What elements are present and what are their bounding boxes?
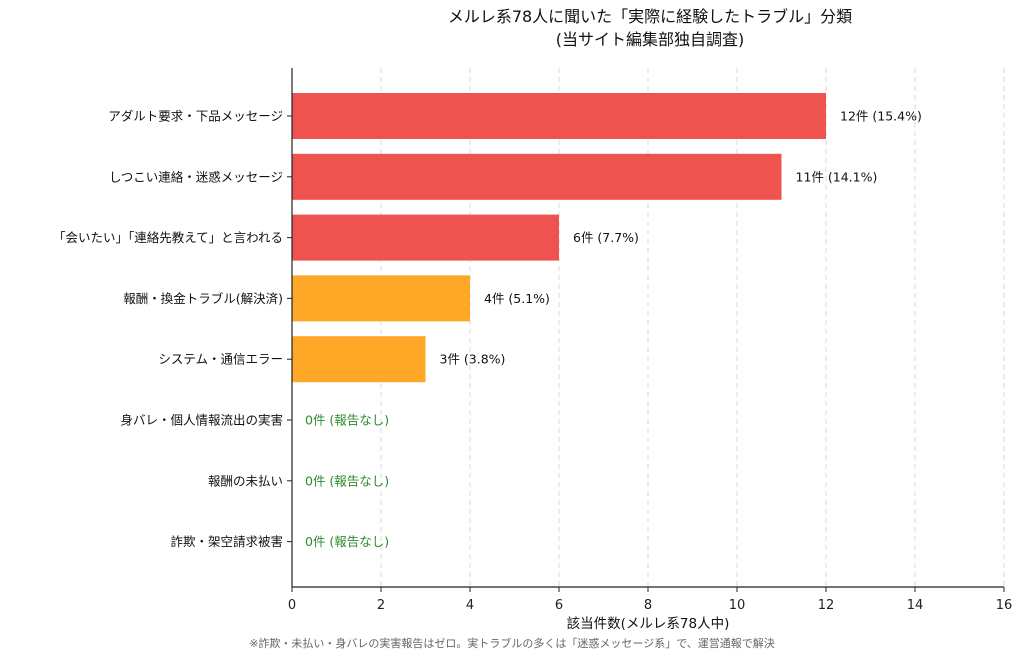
x-tick-label: 10: [729, 598, 746, 613]
x-tick-label: 14: [907, 598, 924, 613]
bar-value-label: 12件 (15.4%): [840, 109, 922, 124]
x-axis-label: 該当件数(メルレ系78人中): [567, 616, 730, 632]
chart-subtitle: (当サイト編集部独自調査): [556, 30, 745, 49]
category-labels: アダルト要求・下品メッセージしつこい連絡・迷惑メッセージ「会いたい」「連絡先教え…: [53, 109, 292, 549]
bar: [292, 153, 782, 200]
bar-value-label: 4件 (5.1%): [484, 291, 550, 306]
bar: [292, 93, 826, 139]
x-ticks: 0 2 4 6 8 10 12 14 16: [288, 587, 1012, 613]
bar-value-label: 6件 (7.7%): [573, 230, 639, 245]
bar-value-label: 0件 (報告なし): [305, 473, 389, 488]
category-label: 身バレ・個人情報流出の実害: [120, 413, 283, 428]
bars: 12件 (15.4%) 11件 (14.1%) 6件 (7.7%) 4件 (5.1%)…: [292, 93, 922, 549]
category-label: 報酬の未払い: [208, 473, 283, 488]
x-tick-label: 8: [644, 598, 652, 613]
bar-value-label: 0件 (報告なし): [305, 534, 389, 549]
x-tick-label: 6: [555, 598, 563, 613]
x-tick-label: 12: [818, 598, 835, 613]
footnote: ※詐欺・未払い・身バレの実害報告はゼロ。実トラブルの多くは「迷惑メッセージ系」で…: [249, 636, 775, 650]
grid-lines: [380, 68, 1005, 587]
category-label: アダルト要求・下品メッセージ: [108, 109, 283, 124]
category-label: 詐欺・架空請求被害: [170, 534, 283, 549]
category-label: 報酬・換金トラブル(解決済): [123, 291, 283, 306]
bar-value-label: 0件 (報告なし): [305, 413, 389, 428]
category-label: しつこい連絡・迷惑メッセージ: [109, 169, 283, 184]
category-label: システム・通信エラー: [158, 352, 283, 367]
bar-value-label: 11件 (14.1%): [796, 169, 878, 184]
bar: [292, 275, 470, 322]
bar: [292, 214, 559, 261]
bar-value-label: 3件 (3.8%): [440, 352, 506, 367]
bar: [292, 336, 426, 383]
x-tick-label: 0: [288, 598, 296, 613]
x-tick-label: 16: [996, 598, 1013, 613]
x-tick-label: 4: [466, 598, 474, 613]
chart-title: メルレ系78人に聞いた「実際に経験したトラブル」分類: [448, 7, 852, 26]
category-label: 「会いたい」「連絡先教えて」と言われる: [53, 230, 283, 245]
x-tick-label: 2: [377, 598, 385, 613]
